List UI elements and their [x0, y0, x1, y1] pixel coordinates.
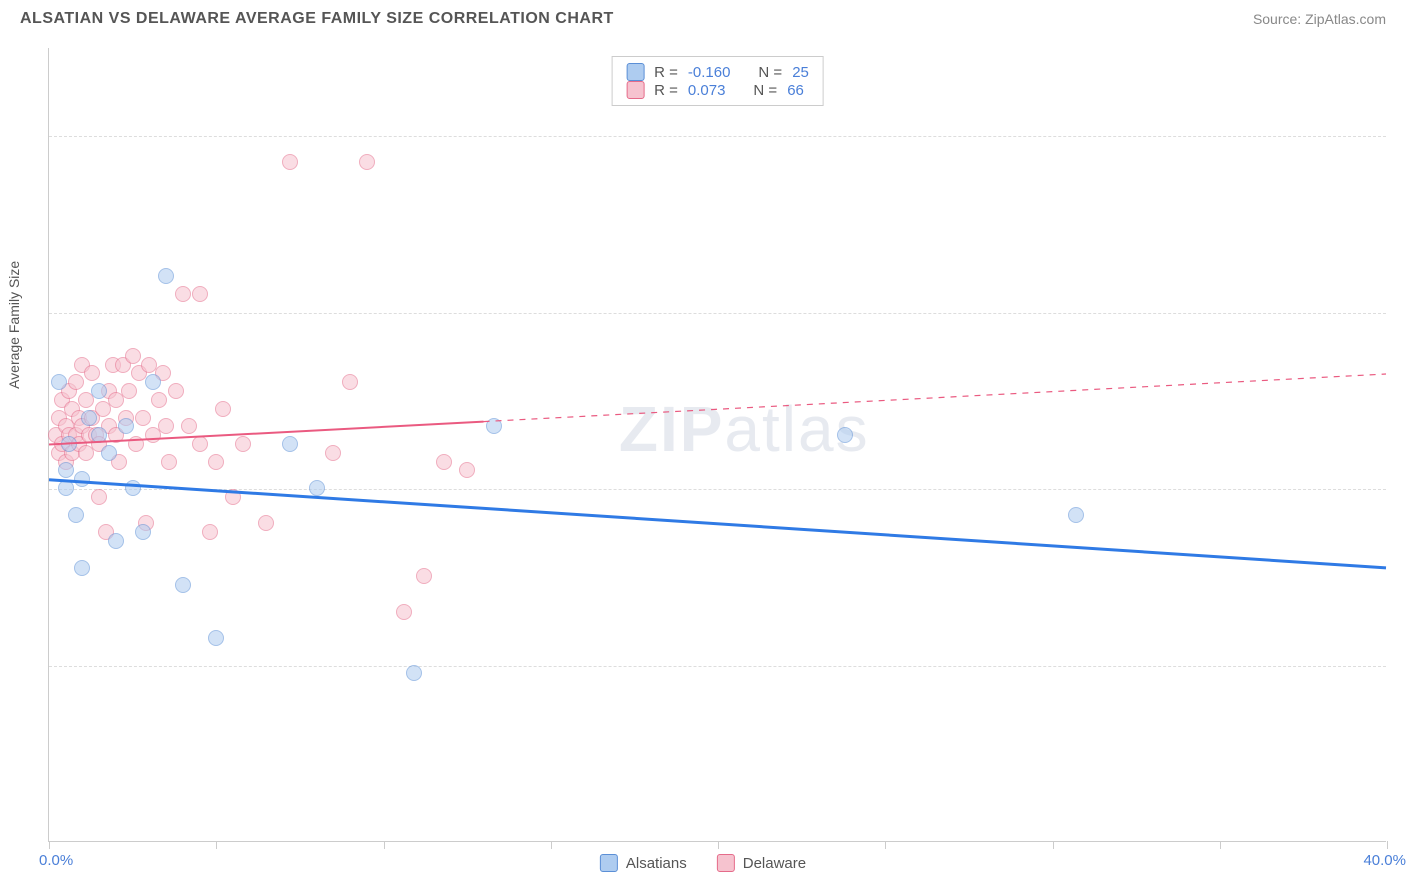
series-legend-item: Delaware [717, 854, 806, 872]
data-point [58, 462, 74, 478]
data-point [125, 480, 141, 496]
data-point [282, 154, 298, 170]
series-name: Delaware [743, 855, 806, 872]
data-point [135, 410, 151, 426]
data-point [145, 374, 161, 390]
xtick [1220, 841, 1221, 849]
data-point [158, 418, 174, 434]
data-point [258, 515, 274, 531]
data-point [68, 374, 84, 390]
data-point [202, 524, 218, 540]
data-point [342, 374, 358, 390]
xtick [718, 841, 719, 849]
data-point [128, 436, 144, 452]
xaxis-max-label: 40.0% [1363, 852, 1406, 869]
data-point [208, 454, 224, 470]
data-point [215, 401, 231, 417]
series-name: Alsatians [626, 855, 687, 872]
ytick-label: 3.00 [1396, 481, 1406, 498]
xtick [384, 841, 385, 849]
legend-r-value: 0.073 [688, 82, 726, 99]
data-point [108, 533, 124, 549]
series-legend: Alsatians Delaware [600, 854, 806, 872]
data-point [181, 418, 197, 434]
legend-swatch [626, 81, 644, 99]
xtick [1387, 841, 1388, 849]
data-point [225, 489, 241, 505]
data-point [436, 454, 452, 470]
xtick [885, 841, 886, 849]
data-point [168, 383, 184, 399]
legend-row: R = -0.160 N = 25 [626, 63, 809, 81]
legend-swatch [626, 63, 644, 81]
data-point [396, 604, 412, 620]
source-label: Source: ZipAtlas.com [1253, 11, 1386, 27]
data-point [282, 436, 298, 452]
data-point [101, 445, 117, 461]
data-point [486, 418, 502, 434]
data-point [121, 383, 137, 399]
correlation-legend: R = -0.160 N = 25 R = 0.073 N = 66 [611, 56, 824, 106]
data-point [837, 427, 853, 443]
data-point [359, 154, 375, 170]
data-point [74, 560, 90, 576]
legend-swatch [717, 854, 735, 872]
ytick-label: 2.00 [1396, 657, 1406, 674]
data-point [135, 524, 151, 540]
gridline [49, 136, 1386, 137]
data-point [91, 489, 107, 505]
data-point [309, 480, 325, 496]
legend-n-label: N = [753, 82, 777, 99]
data-point [58, 480, 74, 496]
ytick-label: 5.00 [1396, 128, 1406, 145]
legend-r-value: -0.160 [688, 64, 731, 81]
xaxis-min-label: 0.0% [39, 852, 73, 869]
xtick [1053, 841, 1054, 849]
xtick [216, 841, 217, 849]
legend-r-label: R = [654, 82, 678, 99]
data-point [325, 445, 341, 461]
ytick-label: 4.00 [1396, 304, 1406, 321]
data-point [175, 286, 191, 302]
data-point [151, 392, 167, 408]
xtick [49, 841, 50, 849]
data-point [235, 436, 251, 452]
chart-area: Average Family Size ZIPatlas 2.003.004.0… [48, 48, 1386, 842]
data-point [1068, 507, 1084, 523]
data-point [51, 374, 67, 390]
series-legend-item: Alsatians [600, 854, 687, 872]
data-point [84, 365, 100, 381]
chart-title: ALSATIAN VS DELAWARE AVERAGE FAMILY SIZE… [20, 10, 614, 28]
data-point [68, 507, 84, 523]
legend-n-value: 66 [787, 82, 804, 99]
legend-n-value: 25 [792, 64, 809, 81]
data-point [125, 348, 141, 364]
gridline [49, 313, 1386, 314]
legend-n-label: N = [758, 64, 782, 81]
data-point [74, 471, 90, 487]
legend-r-label: R = [654, 64, 678, 81]
gridline [49, 666, 1386, 667]
data-point [416, 568, 432, 584]
data-point [192, 286, 208, 302]
legend-row: R = 0.073 N = 66 [626, 81, 809, 99]
data-point [175, 577, 191, 593]
data-point [118, 418, 134, 434]
data-point [459, 462, 475, 478]
gridline [49, 489, 1386, 490]
data-point [192, 436, 208, 452]
data-point [158, 268, 174, 284]
data-point [91, 427, 107, 443]
yaxis-title: Average Family Size [6, 260, 22, 388]
data-point [61, 436, 77, 452]
data-point [406, 665, 422, 681]
data-point [161, 454, 177, 470]
data-point [91, 383, 107, 399]
legend-swatch [600, 854, 618, 872]
xtick [551, 841, 552, 849]
data-point [208, 630, 224, 646]
data-point [81, 410, 97, 426]
